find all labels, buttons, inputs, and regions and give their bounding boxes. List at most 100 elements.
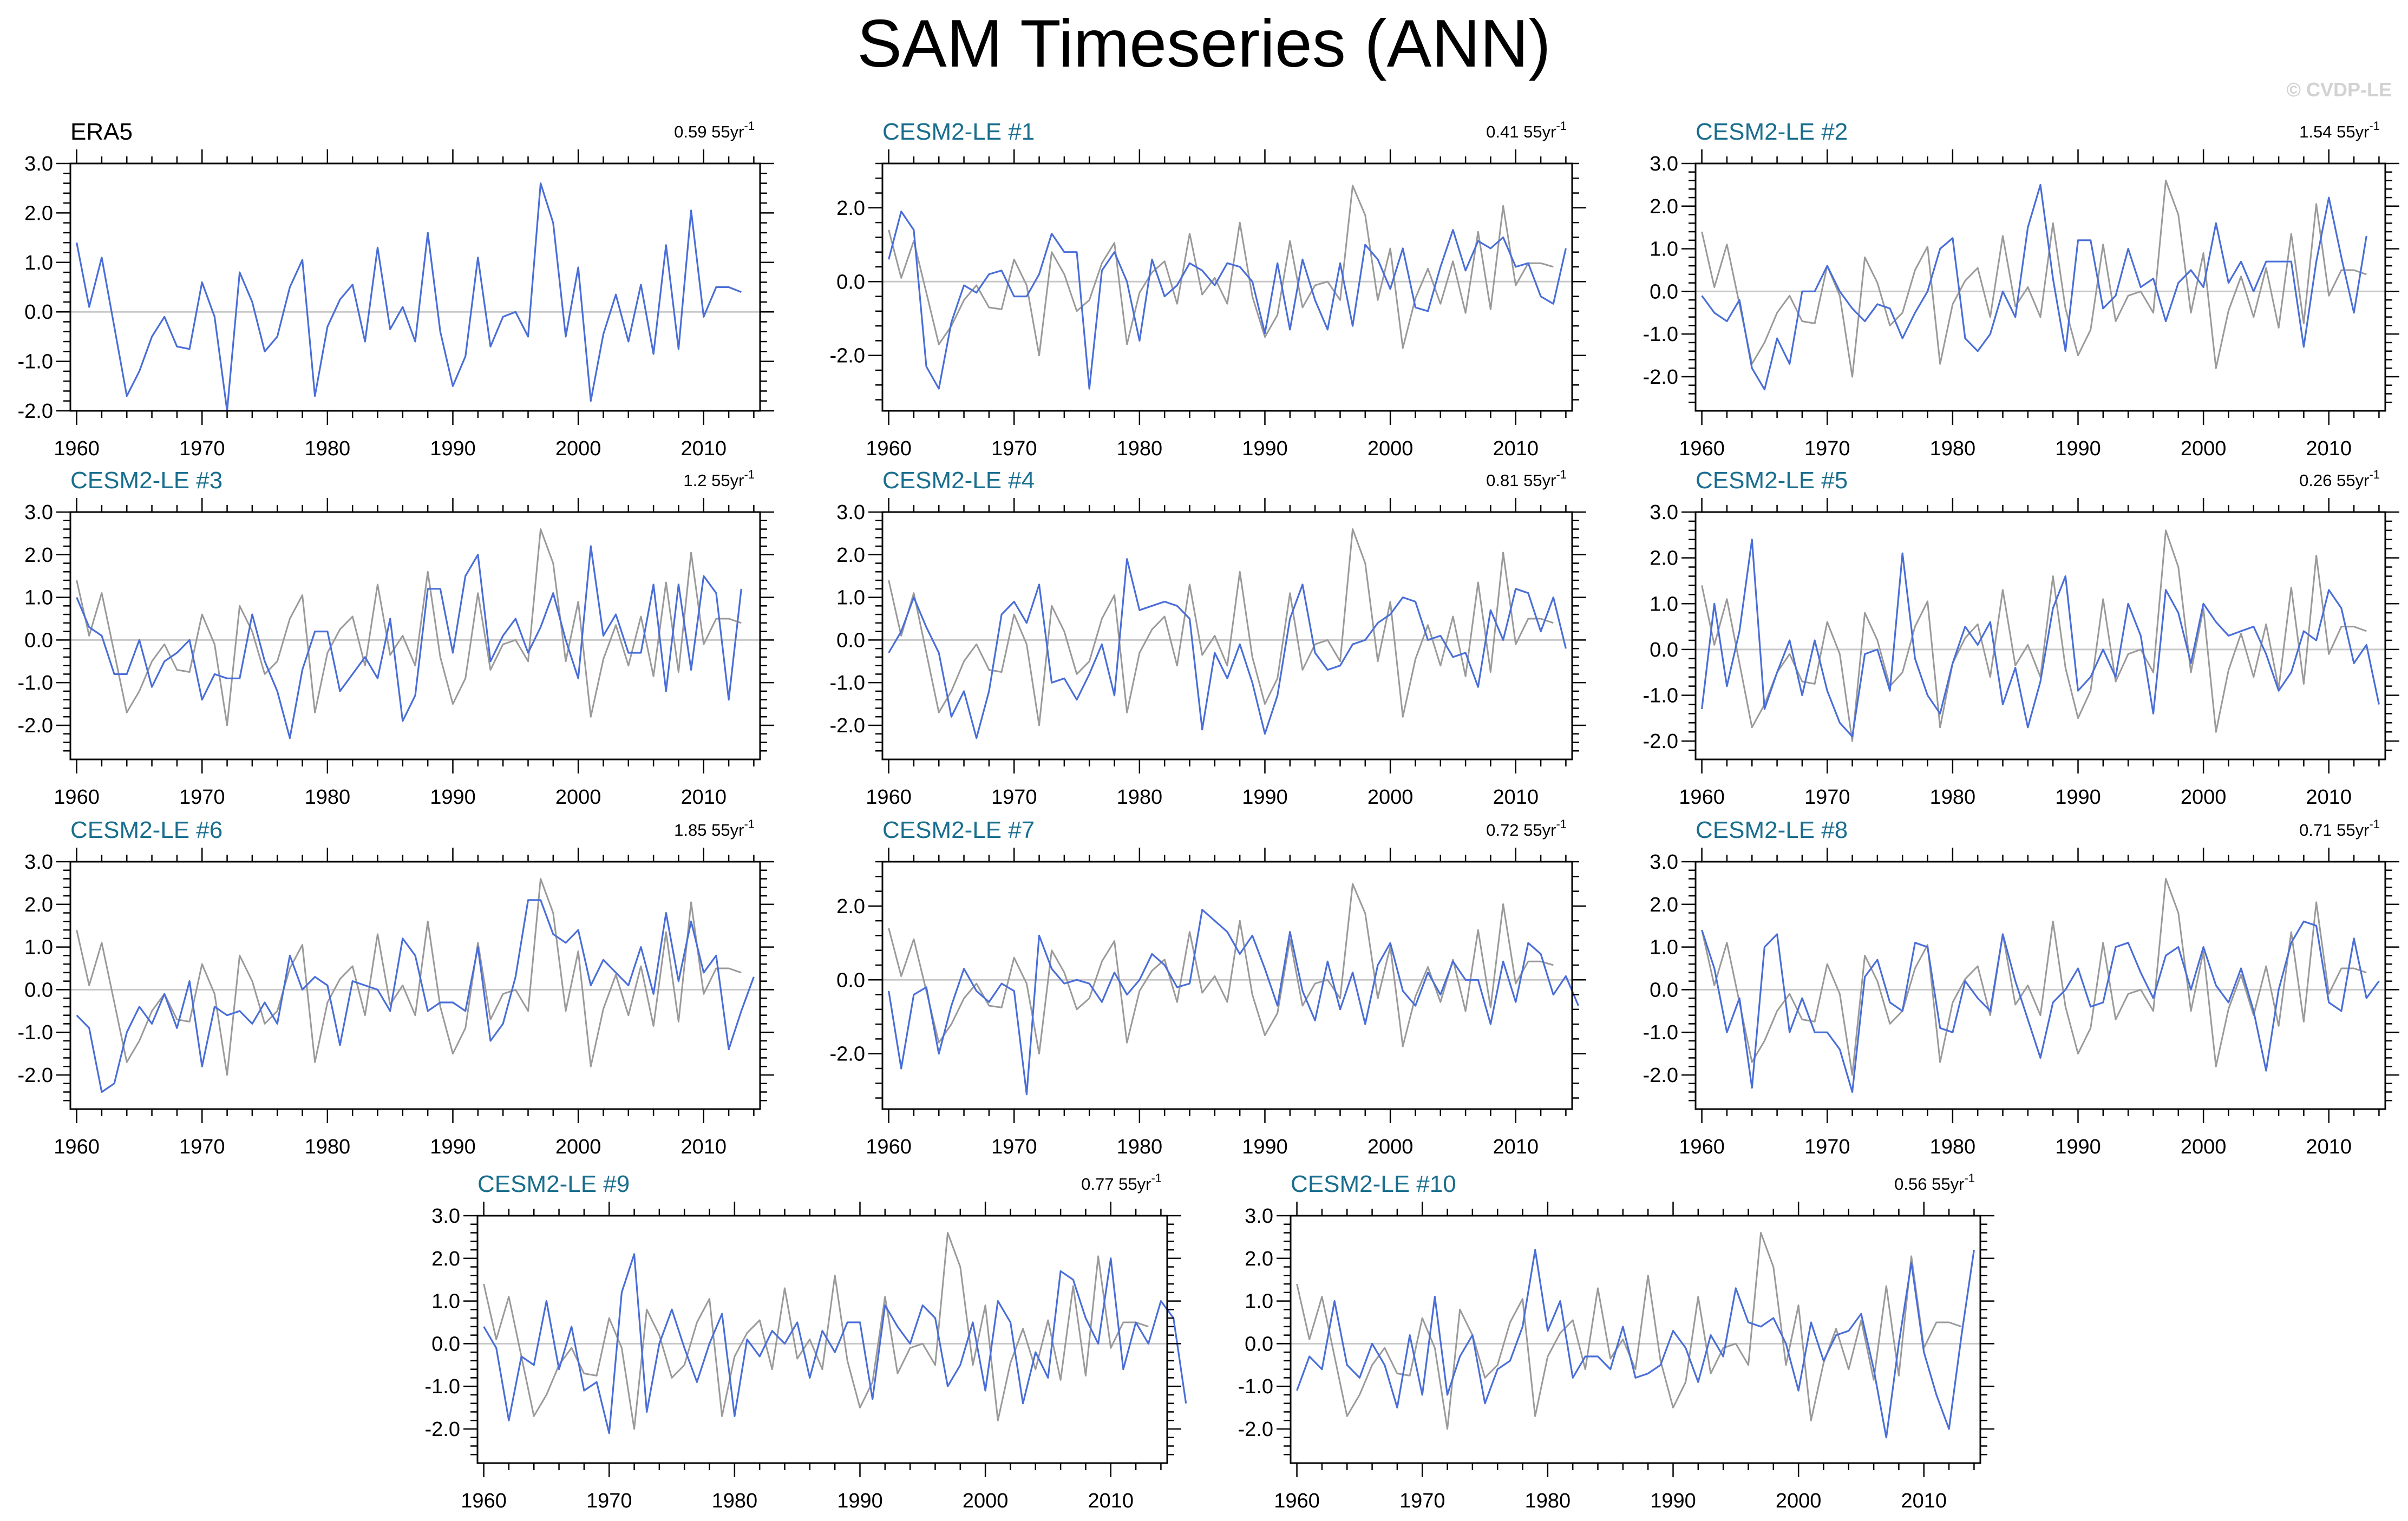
y-tick-label: 0.0 xyxy=(1650,280,1678,303)
x-tick-label: 2010 xyxy=(2306,1136,2352,1158)
x-tick-label: 2000 xyxy=(2181,437,2227,460)
trend-exponent: -1 xyxy=(744,817,755,831)
panel-4: 1960 1970 1980 1990 2000 2010 -2.0 -1.0 0.0 1.0 2.… xyxy=(18,467,774,809)
series-line-observed xyxy=(483,1232,1149,1430)
y-tick-label: 2.0 xyxy=(1650,195,1678,218)
x-tick-label: 1970 xyxy=(179,1136,225,1158)
series-line-observed xyxy=(76,528,742,726)
trend-exponent: -1 xyxy=(1556,817,1567,831)
panel-5: 1960 1970 1980 1990 2000 2010 -2.0 -1.0 0.0 1.0 2.… xyxy=(830,467,1586,809)
y-tick-label: 1.0 xyxy=(836,587,865,609)
trend-label: 0.41 55yr-1 xyxy=(1486,119,1567,141)
x-tick-label: 2010 xyxy=(1493,786,1539,809)
plot-frame xyxy=(1694,511,2386,760)
y-tick-label: 0.0 xyxy=(24,629,53,652)
series-line-model xyxy=(888,909,1580,1096)
panel-10: 1960 1970 1980 1990 2000 2010 -2.0 -1.0 0.0 1.0 2.… xyxy=(425,1171,1187,1512)
y-tick-label: 2.0 xyxy=(836,197,865,220)
series-line-observed xyxy=(76,878,742,1076)
x-tick-label: 1990 xyxy=(2055,437,2101,460)
y-tick-label: 3.0 xyxy=(1650,153,1678,175)
x-tick-label: 2010 xyxy=(1493,1136,1539,1158)
trend-exponent: -1 xyxy=(1964,1171,1975,1185)
y-tick-label: -1.0 xyxy=(1643,685,1678,707)
x-tick-label: 2000 xyxy=(963,1490,1009,1512)
x-tick-label: 2000 xyxy=(555,437,601,460)
x-tick-label: 2010 xyxy=(680,437,727,460)
x-tick-label: 1960 xyxy=(1679,1136,1725,1158)
x-tick-label: 1960 xyxy=(1679,437,1725,460)
x-tick-label: 2000 xyxy=(2181,786,2227,809)
x-tick-label: 1970 xyxy=(179,786,225,809)
y-tick-label: 1.0 xyxy=(24,587,53,609)
series-line-observed xyxy=(888,883,1554,1055)
y-tick-label: -1.0 xyxy=(1643,323,1678,346)
x-tick-label: 1990 xyxy=(1242,786,1288,809)
trend-exponent: -1 xyxy=(1556,468,1567,481)
trend-exponent: -1 xyxy=(2369,468,2380,481)
trend-label: 0.81 55yr-1 xyxy=(1486,468,1567,490)
y-tick-label: -1.0 xyxy=(18,1021,53,1044)
panel-9: 1960 1970 1980 1990 2000 2010 -2.0 -1.0 0.0 1.0 2.… xyxy=(1643,817,2399,1158)
y-tick-label: -2.0 xyxy=(830,714,865,737)
x-tick-label: 1960 xyxy=(54,786,100,809)
y-tick-label: 1.0 xyxy=(1650,936,1678,959)
x-tick-label: 1970 xyxy=(1804,437,1850,460)
panel-title: CESM2-LE #10 xyxy=(1291,1171,1456,1197)
figure-title: SAM Timeseries (ANN) xyxy=(857,6,1551,81)
panel-3: 1960 1970 1980 1990 2000 2010 -2.0 -1.0 0.0 1.0 2.… xyxy=(1643,119,2399,460)
panel-title: CESM2-LE #1 xyxy=(882,119,1035,145)
y-tick-label: 0.0 xyxy=(836,271,865,293)
y-tick-label: 3.0 xyxy=(1245,1205,1273,1228)
x-tick-label: 1970 xyxy=(991,437,1037,460)
y-tick-label: 0.0 xyxy=(836,969,865,992)
y-tick-label: -1.0 xyxy=(1238,1375,1273,1398)
y-tick-label: 1.0 xyxy=(1245,1290,1273,1313)
x-tick-label: 2010 xyxy=(2306,786,2352,809)
x-tick-label: 1980 xyxy=(1930,437,1976,460)
x-tick-label: 1970 xyxy=(991,1136,1037,1158)
y-tick-label: 0.0 xyxy=(24,301,53,324)
x-tick-label: 1960 xyxy=(461,1490,507,1512)
x-tick-label: 1960 xyxy=(54,1136,100,1158)
x-tick-label: 1980 xyxy=(1117,1136,1163,1158)
panel-title: CESM2-LE #4 xyxy=(882,467,1035,494)
trend-value: 0.72 55yr xyxy=(1486,821,1556,840)
x-tick-label: 1960 xyxy=(1679,786,1725,809)
x-tick-label: 1990 xyxy=(430,786,476,809)
series-line-model xyxy=(76,182,742,412)
y-tick-label: 0.0 xyxy=(836,629,865,652)
panel-6: 1960 1970 1980 1990 2000 2010 -2.0 -1.0 0.0 1.0 2.… xyxy=(1643,467,2399,809)
x-tick-label: 1980 xyxy=(305,437,351,460)
x-tick-label: 2000 xyxy=(555,786,601,809)
trend-label: 1.85 55yr-1 xyxy=(674,817,755,840)
y-tick-label: 2.0 xyxy=(24,544,53,567)
series-line-observed xyxy=(1296,1232,1962,1430)
series-line-model xyxy=(888,558,1567,739)
trend-value: 0.81 55yr xyxy=(1486,471,1556,490)
y-tick-label: -2.0 xyxy=(830,345,865,368)
y-tick-label: 2.0 xyxy=(1650,894,1678,916)
panel-7: 1960 1970 1980 1990 2000 2010 -2.0 -1.0 0.0 1.0 2.… xyxy=(18,817,774,1158)
x-tick-label: 2000 xyxy=(1367,786,1414,809)
x-tick-label: 1990 xyxy=(2055,1136,2101,1158)
y-tick-label: -1.0 xyxy=(18,672,53,694)
x-tick-label: 2000 xyxy=(1367,437,1414,460)
panel-title: CESM2-LE #5 xyxy=(1696,467,1848,494)
panel-title: CESM2-LE #7 xyxy=(882,817,1035,843)
plot-frame xyxy=(69,511,761,760)
y-tick-label: -1.0 xyxy=(830,672,865,694)
trend-value: 0.41 55yr xyxy=(1486,122,1556,141)
y-tick-label: -2.0 xyxy=(18,1064,53,1087)
series-line-model xyxy=(483,1253,1187,1434)
x-tick-label: 1960 xyxy=(54,437,100,460)
trend-exponent: -1 xyxy=(2369,119,2380,133)
y-tick-label: 1.0 xyxy=(1650,593,1678,615)
x-tick-label: 1970 xyxy=(1804,1136,1850,1158)
y-tick-label: 1.0 xyxy=(431,1290,460,1313)
y-tick-label: 3.0 xyxy=(431,1205,460,1228)
x-tick-label: 2010 xyxy=(1493,437,1539,460)
trend-value: 0.71 55yr xyxy=(2299,821,2369,840)
x-tick-label: 1990 xyxy=(1650,1490,1696,1512)
